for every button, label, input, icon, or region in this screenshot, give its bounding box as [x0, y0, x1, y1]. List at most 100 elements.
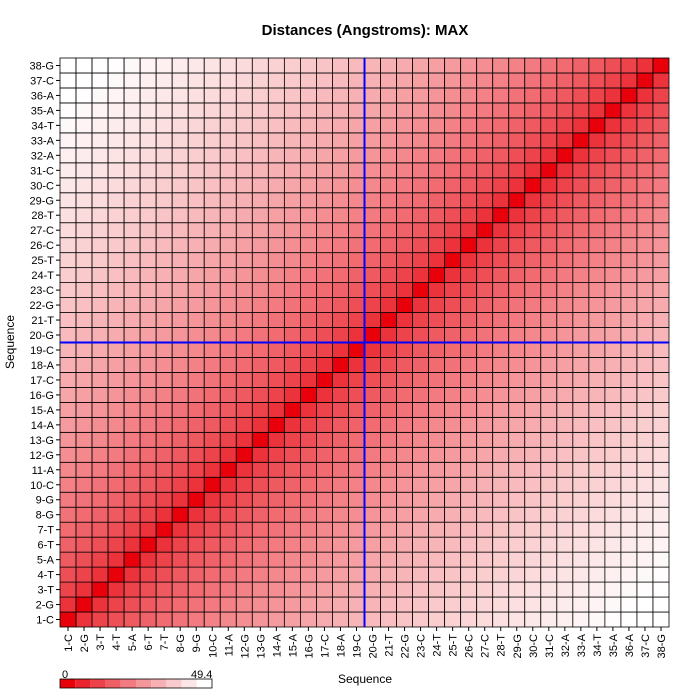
heatmap-cell: [91, 521, 109, 538]
heatmap-cell: [588, 192, 606, 209]
heatmap-cell: [139, 611, 157, 628]
heatmap-cell: [428, 87, 446, 104]
heatmap-cell: [588, 102, 606, 119]
heatmap-cell: [187, 581, 205, 598]
heatmap-cell: [91, 551, 109, 568]
heatmap-cell: [171, 72, 189, 89]
heatmap-cell: [139, 566, 157, 583]
heatmap-cell: [203, 222, 221, 239]
heatmap-cell: [380, 177, 397, 194]
heatmap-cell: [299, 132, 317, 149]
heatmap-cell: [556, 72, 574, 89]
heatmap-cell: [123, 357, 141, 373]
heatmap-cell: [588, 431, 606, 448]
heatmap-cell: [412, 117, 430, 134]
heatmap-cell: [364, 611, 381, 628]
heatmap-cell: [412, 387, 430, 403]
heatmap-cell: [476, 327, 494, 343]
heatmap-cell: [348, 536, 365, 553]
heatmap-cell: [91, 147, 109, 164]
heatmap-cell: [348, 387, 365, 403]
heatmap-cell: [492, 506, 510, 523]
heatmap-cell: [91, 476, 109, 493]
heatmap-cell: [123, 581, 141, 598]
heatmap-cell: [492, 596, 510, 613]
heatmap-cell: [380, 222, 397, 239]
heatmap-cell: [636, 372, 654, 388]
heatmap-cell: [107, 267, 125, 284]
heatmap-cell: [572, 327, 590, 343]
heatmap-cell: [460, 387, 478, 403]
heatmap-cell: [59, 267, 77, 284]
heatmap-cell: [59, 192, 77, 209]
heatmap-cell: [75, 297, 93, 313]
heatmap-cell: [572, 536, 590, 553]
heatmap-cell: [107, 162, 125, 179]
heatmap-cell: [332, 192, 349, 209]
heatmap-cell: [123, 416, 141, 433]
heatmap-cell: [492, 207, 510, 224]
heatmap-cell: [348, 282, 365, 298]
heatmap-cell: [107, 192, 125, 209]
heatmap-cell: [556, 521, 574, 538]
heatmap-cell: [604, 102, 622, 119]
heatmap-cell: [139, 446, 157, 463]
heatmap-cell: [219, 476, 237, 493]
heatmap-cell: [123, 476, 141, 493]
heatmap-cell: [171, 222, 189, 239]
heatmap-cell: [107, 581, 125, 598]
heatmap-cell: [380, 252, 397, 269]
heatmap-cell: [283, 297, 301, 313]
heatmap-cell: [428, 372, 446, 388]
heatmap-cell: [75, 207, 93, 224]
legend-swatch: [181, 679, 197, 688]
heatmap-cell: [460, 207, 478, 224]
heatmap-cell: [267, 252, 285, 269]
heatmap-cell: [139, 102, 157, 119]
heatmap-cell: [59, 147, 77, 164]
heatmap-cell: [251, 476, 269, 493]
heatmap-cell: [364, 327, 381, 343]
heatmap-cell: [139, 506, 157, 523]
heatmap-cell: [396, 132, 413, 149]
y-tick-label: 6-T: [38, 540, 55, 552]
heatmap-cell: [235, 596, 253, 613]
heatmap-cell: [203, 461, 221, 478]
heatmap-cell: [187, 372, 205, 388]
x-tick-label: 21-T: [384, 634, 396, 657]
heatmap-cell: [476, 117, 494, 134]
heatmap-cell: [620, 461, 638, 478]
x-tick-label: 27-C: [480, 634, 492, 658]
heatmap-cell: [444, 282, 462, 298]
heatmap-cell: [59, 431, 77, 448]
heatmap-cell: [107, 431, 125, 448]
heatmap-cell: [139, 72, 157, 89]
heatmap-cell: [187, 87, 205, 104]
heatmap-cell: [556, 192, 574, 209]
heatmap-cell: [396, 461, 413, 478]
heatmap-cell: [107, 327, 125, 343]
heatmap-cell: [524, 461, 542, 478]
heatmap-cell: [620, 596, 638, 613]
heatmap-cell: [348, 327, 365, 343]
heatmap-cell: [460, 611, 478, 628]
y-tick-label: 30-C: [30, 180, 54, 192]
heatmap-cell: [492, 521, 510, 538]
heatmap-cell: [316, 132, 333, 149]
heatmap-cell: [91, 72, 109, 89]
heatmap-cell: [235, 506, 253, 523]
heatmap-cell: [444, 581, 462, 598]
heatmap-cell: [556, 581, 574, 598]
heatmap-cell: [348, 476, 365, 493]
heatmap-cell: [123, 401, 141, 418]
heatmap-cell: [444, 476, 462, 493]
heatmap-cell: [492, 312, 510, 328]
heatmap-cell: [59, 446, 77, 463]
heatmap-cell: [283, 87, 301, 104]
heatmap-cell: [492, 147, 510, 164]
heatmap-cell: [299, 611, 317, 628]
heatmap-cell: [219, 207, 237, 224]
heatmap-cell: [187, 222, 205, 239]
heatmap-cell: [316, 267, 333, 284]
heatmap-cell: [139, 416, 157, 433]
